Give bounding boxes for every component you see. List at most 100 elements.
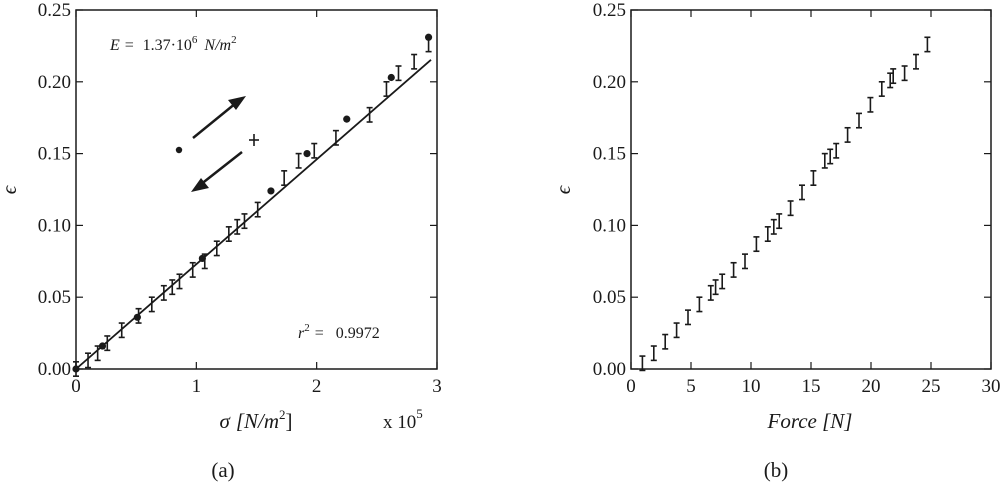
panel-a-x-tick-label: 0 bbox=[71, 376, 81, 397]
panel-a-caption: (a) bbox=[211, 458, 234, 482]
panel-b-errorbar-point bbox=[901, 65, 908, 82]
panel-a-errorbar-point bbox=[383, 81, 390, 97]
panel-a-modulus-annotation: E = 1.37·106 N/m2 bbox=[109, 34, 237, 54]
panel-b-x-tick-label: 10 bbox=[742, 376, 761, 397]
panel-b-y-tick-label: 0.20 bbox=[593, 72, 626, 93]
unloading-arrow-head-icon bbox=[191, 178, 209, 192]
panel-a-errorbar-point bbox=[281, 170, 288, 186]
panel-a-errorbar-point bbox=[254, 201, 261, 218]
panel-b-x-tick-label: 30 bbox=[982, 376, 1000, 397]
panel-a-errorbar-point bbox=[118, 322, 125, 339]
panel-a-y-tick-label: 0.25 bbox=[38, 0, 71, 21]
panel-b-y-tick-label: 0.00 bbox=[593, 359, 626, 380]
panel-b-y-tick-label: 0.15 bbox=[593, 144, 626, 165]
panel-a-errorbar-point bbox=[148, 296, 155, 313]
panel-a-errorbar-point bbox=[201, 253, 208, 270]
panel-b-errorbar-point bbox=[742, 253, 748, 270]
panel-b-errorbar-point bbox=[712, 279, 719, 296]
panel-a-y-axis-label: ϵ bbox=[0, 184, 21, 194]
legend-loading-dot-marker bbox=[175, 146, 183, 154]
panel-b-errorbar-point bbox=[924, 36, 931, 53]
panel-b-errorbar-point bbox=[662, 333, 669, 350]
unloading-arrow-icon bbox=[199, 151, 243, 186]
panel-a-loading-point bbox=[133, 313, 141, 321]
panel-a-errorbar-point bbox=[135, 307, 142, 324]
panel-b-x-tick-label: 5 bbox=[686, 376, 696, 397]
panel-a-loading-point bbox=[267, 187, 275, 195]
panel-a-x-tick-label: 3 bbox=[432, 376, 442, 397]
loading-arrow-head-icon bbox=[228, 96, 246, 110]
panel-b-errorbar-point bbox=[707, 284, 714, 301]
panel-b-y-tick-label: 0.05 bbox=[593, 287, 626, 308]
panel-a-errorbar-point bbox=[176, 273, 183, 290]
panel-a-errorbar-point bbox=[73, 361, 79, 377]
loading-arrow-icon bbox=[192, 102, 237, 139]
panel-b-errorbar-point bbox=[887, 72, 894, 89]
panel-b-errorbar-point bbox=[764, 226, 771, 242]
panel-a-errorbar-point bbox=[225, 226, 232, 242]
panel-a-errorbar-point bbox=[366, 106, 373, 123]
panel-b-errorbar-point bbox=[787, 200, 794, 217]
panel-a-errorbar-point bbox=[189, 261, 196, 278]
panel-b-errorbar-point bbox=[685, 309, 691, 326]
panel-a-errorbar-point bbox=[234, 218, 241, 235]
panel-a-errorbar-point bbox=[160, 284, 167, 301]
panel-b: 0 5 10 15 20 25 30 0.00 0.05 0.10 0.15 0.20 0.25 ϵ F… bbox=[551, 0, 1000, 482]
panel-b-errorbar-point bbox=[821, 152, 828, 169]
panel-a-loading-point bbox=[387, 73, 395, 82]
panel-b-errorbar-point bbox=[890, 68, 897, 85]
legend-unloading-errorbar-marker bbox=[249, 134, 259, 146]
panel-a-errorbar-point bbox=[94, 345, 101, 362]
panel-b-tick-labels: 0 5 10 15 20 25 30 0.00 0.05 0.10 0.15 0.20 0.25 bbox=[593, 0, 1000, 397]
panel-b-errorbar-point bbox=[696, 296, 703, 313]
panel-b-errorbar-point bbox=[753, 236, 760, 253]
panel-b-errorbar-point bbox=[673, 322, 680, 339]
panel-a-x-multiplier: x 105 bbox=[383, 406, 423, 433]
panel-b-errorbar-point bbox=[827, 148, 834, 165]
panel-a-x-tick-label: 2 bbox=[312, 376, 322, 397]
panel-a-errorbar-point bbox=[411, 53, 418, 70]
panel-b-caption: (b) bbox=[764, 458, 789, 482]
panel-b-errorbar-point bbox=[913, 53, 919, 70]
panel-a-series bbox=[72, 33, 433, 377]
panel-b-errorbar-point bbox=[878, 81, 885, 97]
panel-a-loading-point bbox=[98, 342, 107, 350]
panel-a-plot-frame bbox=[75, 9, 438, 370]
panel-b-y-axis-label: ϵ bbox=[551, 184, 575, 194]
panel-a-y-tick-label: 0.10 bbox=[38, 215, 71, 236]
panel-b-x-tick-label: 0 bbox=[626, 376, 636, 397]
panel-a-x-tick-label: 1 bbox=[192, 376, 202, 397]
panel-a-errorbar-point bbox=[85, 352, 92, 369]
panel-a-errorbar-point bbox=[213, 240, 220, 257]
panel-a-loading-point bbox=[303, 150, 311, 158]
panel-a-loading-point bbox=[343, 115, 351, 123]
panel-a-y-tick-label: 0.20 bbox=[38, 72, 71, 93]
panel-a-errorbar-point bbox=[295, 152, 302, 169]
panel-a-r-squared-annotation: r2 = 0.9972 bbox=[298, 322, 380, 342]
panel-b-y-tick-label: 0.25 bbox=[593, 0, 626, 21]
panel-a-errorbar-point bbox=[169, 279, 176, 296]
panel-a-errorbar-point bbox=[425, 36, 432, 53]
panel-a-fit-line bbox=[75, 59, 432, 370]
panel-b-errorbar-point bbox=[833, 142, 840, 159]
panel-b-y-tick-label: 0.10 bbox=[593, 215, 626, 236]
panel-b-plot-frame bbox=[630, 9, 992, 370]
panel-b-errorbar-point bbox=[770, 218, 777, 235]
panel-a-tick-labels: 0 1 2 3 0.00 0.05 0.10 0.15 0.20 0.25 bbox=[38, 0, 442, 397]
panel-a-errorbar-point bbox=[241, 213, 248, 230]
panel-a-errorbar-point bbox=[332, 129, 339, 146]
panel-a-y-tick-label: 0.05 bbox=[38, 287, 71, 308]
panel-b-x-tick-label: 20 bbox=[862, 376, 881, 397]
panel-b-axis-ticks bbox=[630, 9, 992, 370]
panel-b-errorbar-point bbox=[650, 345, 657, 362]
panel-b-errorbar-point bbox=[730, 261, 737, 278]
panel-b-x-tick-label: 25 bbox=[922, 376, 941, 397]
panel-b-errorbar-point bbox=[867, 96, 874, 113]
panel-b-x-axis-label: Force [N] bbox=[767, 409, 853, 433]
panel-b-errorbar-point bbox=[810, 170, 817, 186]
panel-a-y-tick-label: 0.00 bbox=[38, 359, 71, 380]
panel-a-axis-ticks bbox=[75, 9, 438, 370]
loading-unloading-legend bbox=[175, 96, 259, 192]
